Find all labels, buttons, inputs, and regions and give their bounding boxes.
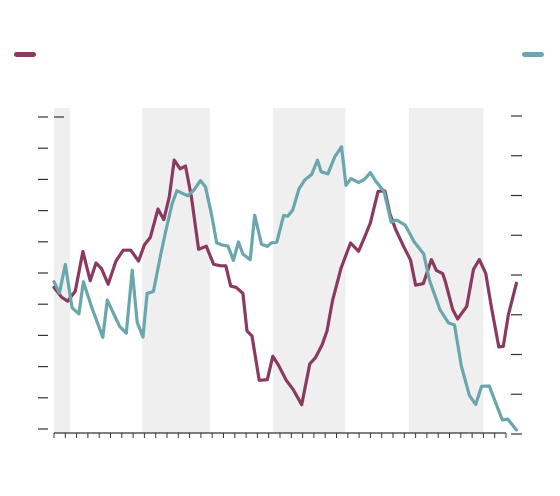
legend-swatch-b: [522, 52, 544, 57]
series-lines: [52, 145, 519, 432]
shaded-bands: [54, 108, 484, 433]
legend: [14, 52, 544, 57]
legend-swatch-a: [14, 52, 36, 57]
shaded-band-1: [142, 108, 210, 433]
shaded-band-3: [408, 108, 484, 433]
axes: [38, 115, 522, 438]
shaded-band-0: [54, 108, 70, 433]
series-line-b: [52, 145, 519, 432]
series-line-a: [52, 158, 519, 407]
